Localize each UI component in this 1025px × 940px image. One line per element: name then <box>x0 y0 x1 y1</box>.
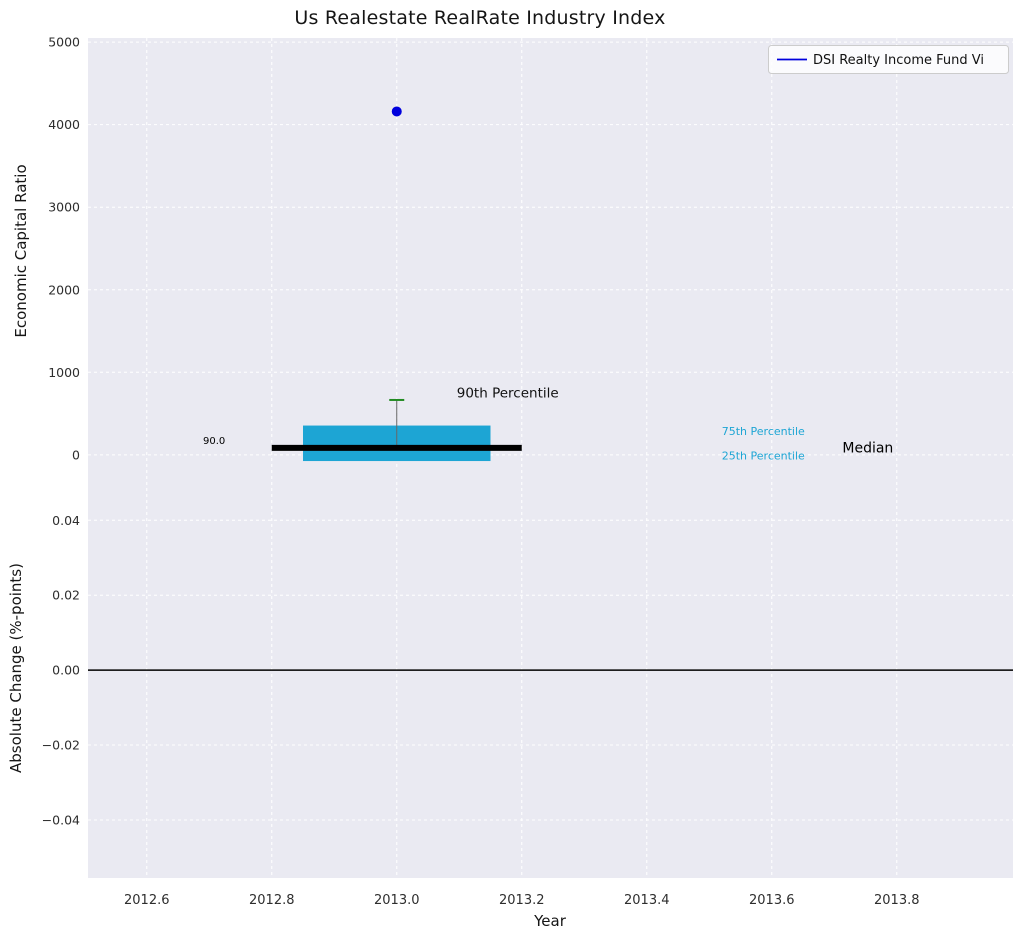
y-tick-label: 1000 <box>48 365 80 380</box>
annotation: Median <box>842 440 893 456</box>
y-tick-label: 4000 <box>48 117 80 132</box>
y-tick-label: 0.04 <box>52 513 80 528</box>
annotation: 25th Percentile <box>722 450 805 463</box>
y-tick-label: 0.00 <box>52 663 80 678</box>
legend-label: DSI Realty Income Fund Vi <box>813 53 984 68</box>
plot-background <box>88 38 1013 878</box>
y-tick-label: 0.02 <box>52 588 80 603</box>
annotation: 90th Percentile <box>457 385 559 401</box>
x-tick-label: 2013.6 <box>749 893 795 908</box>
x-tick-label: 2013.2 <box>499 893 545 908</box>
annotation: 90.0 <box>203 436 225 447</box>
x-tick-label: 2013.8 <box>874 893 920 908</box>
y-tick-label: −0.02 <box>42 738 80 753</box>
y-axis-label-bottom: Absolute Change (%-points) <box>7 563 25 773</box>
chart-title: Us Realestate RealRate Industry Index <box>294 7 666 29</box>
x-tick-label: 2013.0 <box>374 893 420 908</box>
x-tick-label: 2012.8 <box>249 893 295 908</box>
y-tick-label: 3000 <box>48 200 80 215</box>
x-axis-label: Year <box>534 912 566 930</box>
y-tick-label: −0.04 <box>42 812 80 827</box>
legend-box <box>768 45 1009 74</box>
y-tick-label: 5000 <box>48 35 80 50</box>
y-tick-label: 0 <box>72 447 80 462</box>
data-point <box>391 106 402 117</box>
annotation: 75th Percentile <box>722 425 805 438</box>
y-axis-label-top: Economic Capital Ratio <box>12 164 30 338</box>
x-tick-label: 2012.6 <box>124 893 170 908</box>
y-tick-label: 2000 <box>48 282 80 297</box>
x-tick-label: 2013.4 <box>624 893 670 908</box>
